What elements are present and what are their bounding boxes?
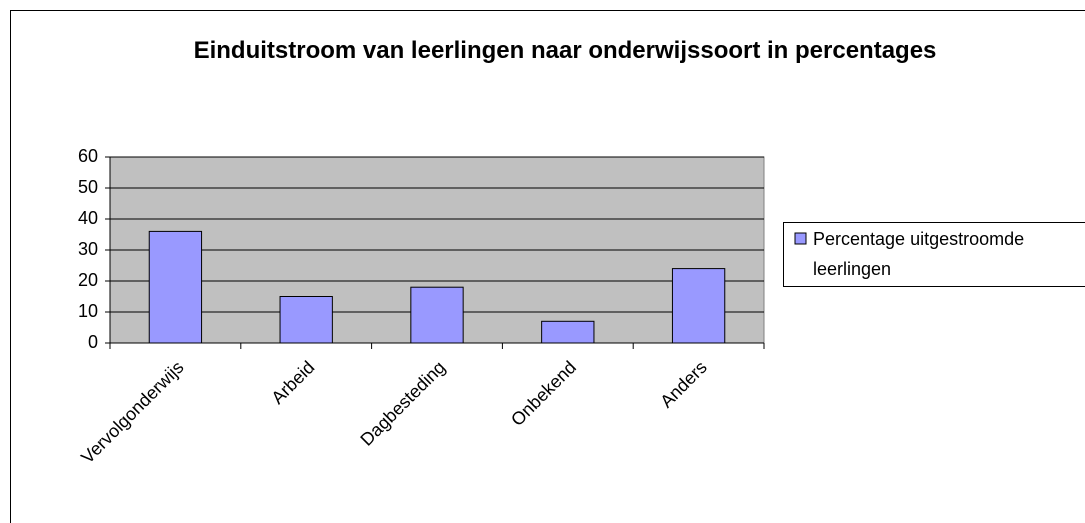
y-tick-label: 10 <box>78 301 98 321</box>
bar <box>410 286 464 344</box>
bar <box>541 320 595 344</box>
legend-label: Percentage uitgestroomde leerlingen <box>813 229 1025 279</box>
y-tick-label: 20 <box>78 270 98 290</box>
bar <box>671 268 726 344</box>
legend-swatch <box>794 232 807 245</box>
y-tick-label: 50 <box>78 177 98 197</box>
y-tick-label: 60 <box>78 146 98 166</box>
bar <box>148 230 203 344</box>
bar <box>279 296 333 344</box>
y-tick-label: 30 <box>78 239 98 259</box>
chart-title: Einduitstroom van leerlingen naar onderw… <box>193 37 937 64</box>
y-tick-label: 40 <box>78 208 98 228</box>
y-tick-label: 0 <box>88 332 98 352</box>
legend-box <box>783 222 1085 287</box>
